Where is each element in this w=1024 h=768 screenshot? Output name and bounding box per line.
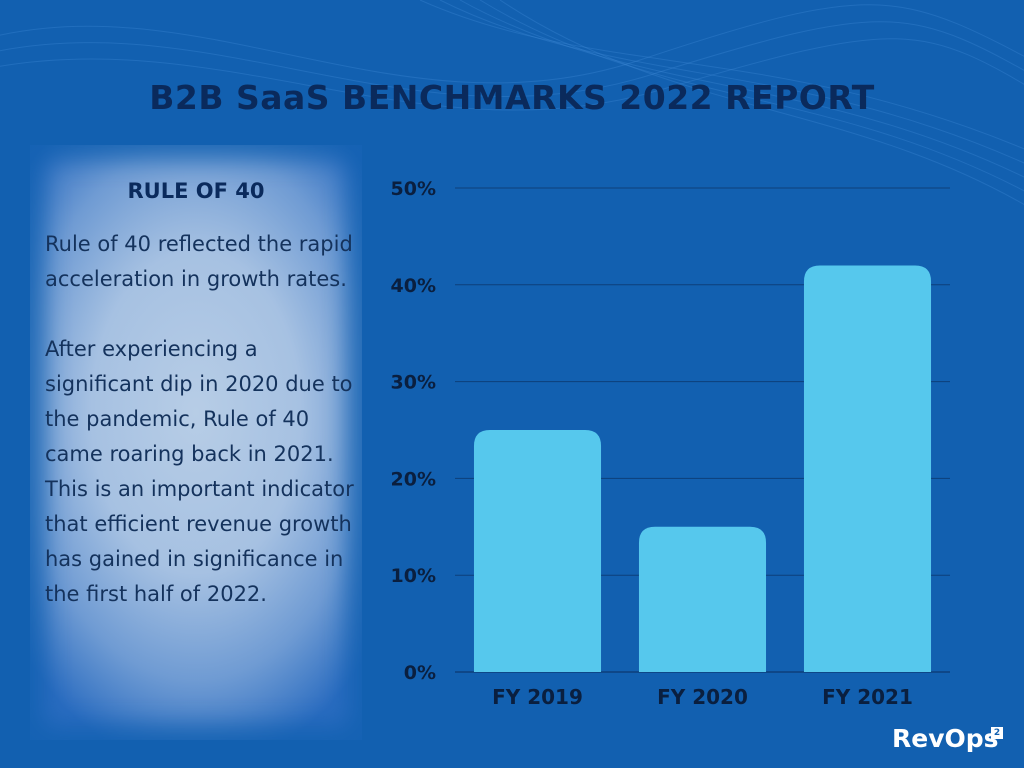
- bar-fy-2020: [638, 526, 767, 672]
- x-tick-label: FY 2020: [657, 685, 748, 709]
- bar-fy-2019: [473, 430, 602, 672]
- y-tick-label: 30%: [391, 372, 436, 394]
- panel-paragraph-1: Rule of 40 reflected the rapid accelerat…: [45, 232, 353, 291]
- bar-fy-2021: [803, 265, 932, 672]
- panel-paragraph-2: After experiencing a significant dip in …: [45, 337, 354, 606]
- panel-heading: RULE OF 40: [127, 179, 265, 203]
- y-tick-label: 20%: [391, 468, 436, 490]
- revops-logo: RevOps: [892, 724, 999, 753]
- y-tick-label: 50%: [391, 178, 436, 200]
- y-tick-label: 40%: [391, 275, 436, 297]
- report-title: B2B SaaS BENCHMARKS 2022 REPORT: [149, 78, 875, 117]
- revops-logo-badge: 2: [991, 727, 1003, 739]
- x-tick-label: FY 2021: [822, 685, 913, 709]
- y-tick-label: 10%: [391, 565, 436, 587]
- y-tick-label: 0%: [404, 662, 436, 684]
- x-tick-label: FY 2019: [492, 685, 583, 709]
- rule-of-40-panel: RULE OF 40 Rule of 40 reflected the rapi…: [30, 145, 362, 740]
- panel-text: Rule of 40 reflected the rapid accelerat…: [45, 227, 365, 647]
- bar-chart: 0% 10% 20% 30% 40% 50% FY 2019 FY 2020 FY 2021: [391, 178, 950, 709]
